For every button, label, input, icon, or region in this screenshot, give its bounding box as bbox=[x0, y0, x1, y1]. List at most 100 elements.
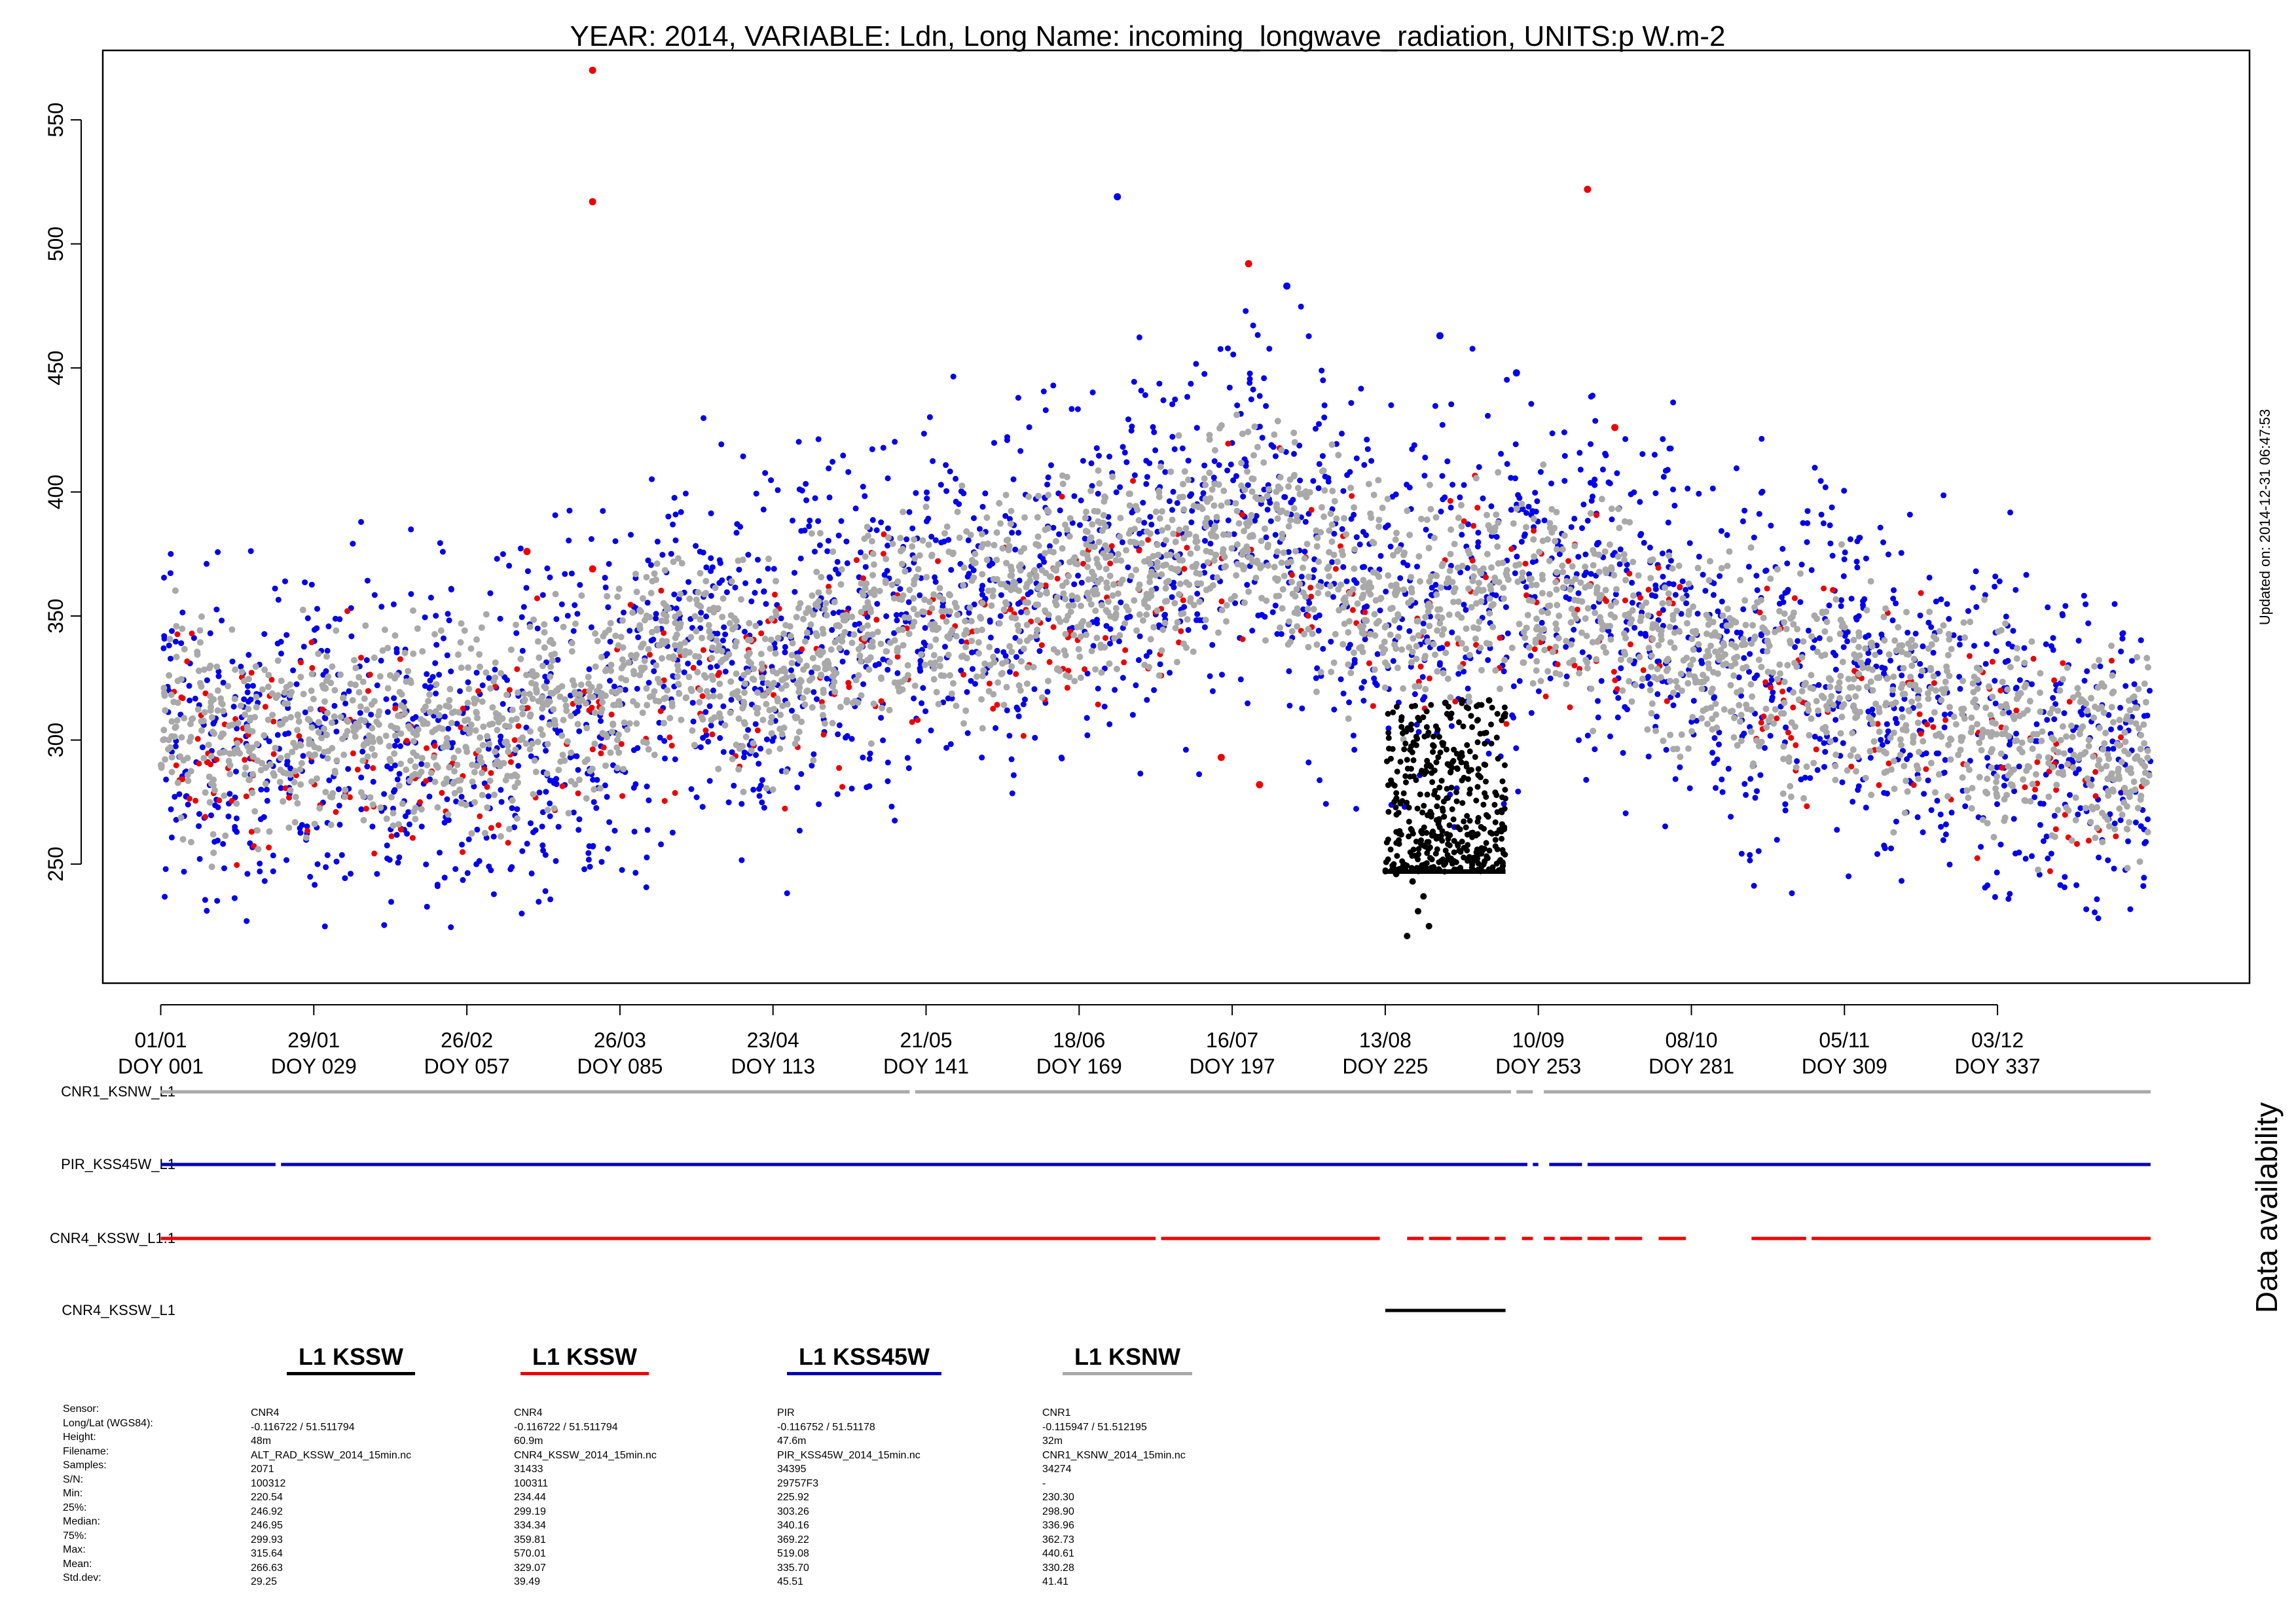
data-point bbox=[1698, 658, 1705, 664]
data-point bbox=[386, 857, 393, 863]
data-point bbox=[911, 695, 917, 702]
data-point bbox=[829, 626, 835, 633]
data-point bbox=[297, 829, 304, 836]
data-point bbox=[178, 640, 185, 647]
data-point bbox=[1339, 430, 1345, 437]
data-point bbox=[928, 552, 935, 560]
data-point bbox=[1176, 639, 1182, 645]
data-point bbox=[1872, 651, 1879, 659]
data-point bbox=[1703, 705, 1710, 712]
data-point bbox=[1188, 380, 1194, 387]
data-point bbox=[2119, 636, 2126, 642]
data-point bbox=[2096, 854, 2102, 861]
data-point bbox=[1327, 583, 1334, 590]
x-tick-doy: DOY 141 bbox=[883, 1055, 969, 1078]
data-point bbox=[290, 667, 297, 674]
data-point bbox=[1534, 623, 1541, 630]
data-point bbox=[671, 591, 678, 598]
data-point bbox=[1901, 809, 1908, 816]
data-point bbox=[1526, 575, 1533, 583]
data-point bbox=[1914, 719, 1922, 727]
data-point bbox=[1112, 687, 1118, 693]
data-point bbox=[1206, 431, 1213, 439]
data-point bbox=[697, 744, 704, 750]
data-point bbox=[1530, 515, 1537, 522]
data-point bbox=[1863, 555, 1869, 562]
data-point bbox=[297, 766, 304, 773]
data-point bbox=[1614, 686, 1620, 693]
data-point bbox=[433, 681, 440, 688]
data-point bbox=[1916, 711, 1923, 717]
data-point bbox=[1234, 402, 1241, 408]
data-point bbox=[670, 673, 676, 679]
data-point bbox=[1629, 579, 1635, 586]
data-point bbox=[2007, 891, 2013, 897]
data-point bbox=[1249, 628, 1256, 634]
data-point bbox=[643, 884, 649, 890]
data-point bbox=[202, 897, 208, 903]
data-point bbox=[391, 695, 397, 702]
data-point bbox=[649, 476, 655, 482]
data-point bbox=[247, 548, 254, 554]
data-point bbox=[1992, 700, 1999, 707]
data-point bbox=[1092, 607, 1099, 615]
data-point bbox=[2141, 740, 2148, 747]
data-point bbox=[1855, 670, 1863, 677]
data-point bbox=[1747, 544, 1755, 551]
data-point bbox=[644, 827, 651, 833]
data-point bbox=[1384, 496, 1391, 503]
data-point bbox=[759, 679, 766, 686]
data-point bbox=[719, 577, 725, 583]
data-point bbox=[426, 709, 433, 715]
data-point bbox=[437, 540, 443, 547]
data-point bbox=[1664, 698, 1670, 704]
data-point bbox=[729, 626, 736, 633]
data-point bbox=[2028, 638, 2035, 645]
data-point bbox=[767, 719, 774, 726]
data-point bbox=[498, 787, 504, 793]
data-point bbox=[602, 575, 608, 581]
data-point bbox=[424, 745, 429, 751]
data-point bbox=[591, 786, 598, 793]
data-point bbox=[1755, 657, 1762, 663]
data-point bbox=[1015, 706, 1021, 713]
data-point bbox=[728, 578, 735, 585]
data-point bbox=[1552, 537, 1559, 545]
data-point bbox=[1889, 617, 1896, 624]
data-point bbox=[1527, 653, 1534, 659]
data-point bbox=[1677, 584, 1683, 590]
data-point bbox=[1411, 442, 1417, 448]
data-point bbox=[2094, 896, 2100, 903]
data-point bbox=[689, 727, 696, 734]
data-point bbox=[514, 806, 520, 812]
data-point bbox=[906, 509, 913, 515]
data-point bbox=[1296, 581, 1303, 588]
data-point bbox=[831, 639, 839, 646]
data-point bbox=[673, 605, 680, 611]
data-point bbox=[1573, 571, 1580, 577]
x-tick-date: 26/02 bbox=[441, 1028, 493, 1052]
data-point bbox=[168, 753, 175, 761]
data-point bbox=[862, 553, 869, 560]
data-point bbox=[431, 631, 438, 638]
data-point bbox=[798, 771, 805, 777]
data-point bbox=[2062, 603, 2069, 609]
data-point bbox=[1339, 641, 1347, 648]
data-point bbox=[861, 635, 868, 641]
data-point bbox=[2007, 509, 2013, 516]
data-point bbox=[1777, 670, 1783, 677]
data-point bbox=[758, 630, 765, 637]
data-point bbox=[160, 727, 168, 734]
data-point bbox=[1565, 558, 1572, 564]
data-point bbox=[1179, 445, 1186, 452]
data-point bbox=[227, 762, 234, 769]
data-point bbox=[1137, 770, 1144, 777]
data-point bbox=[1869, 687, 1876, 694]
data-point bbox=[370, 765, 376, 771]
data-point bbox=[1512, 570, 1518, 577]
data-point bbox=[1439, 422, 1446, 428]
data-point bbox=[1169, 401, 1176, 408]
data-point bbox=[1620, 749, 1626, 756]
data-point bbox=[1678, 611, 1685, 617]
data-point bbox=[1817, 736, 1823, 742]
